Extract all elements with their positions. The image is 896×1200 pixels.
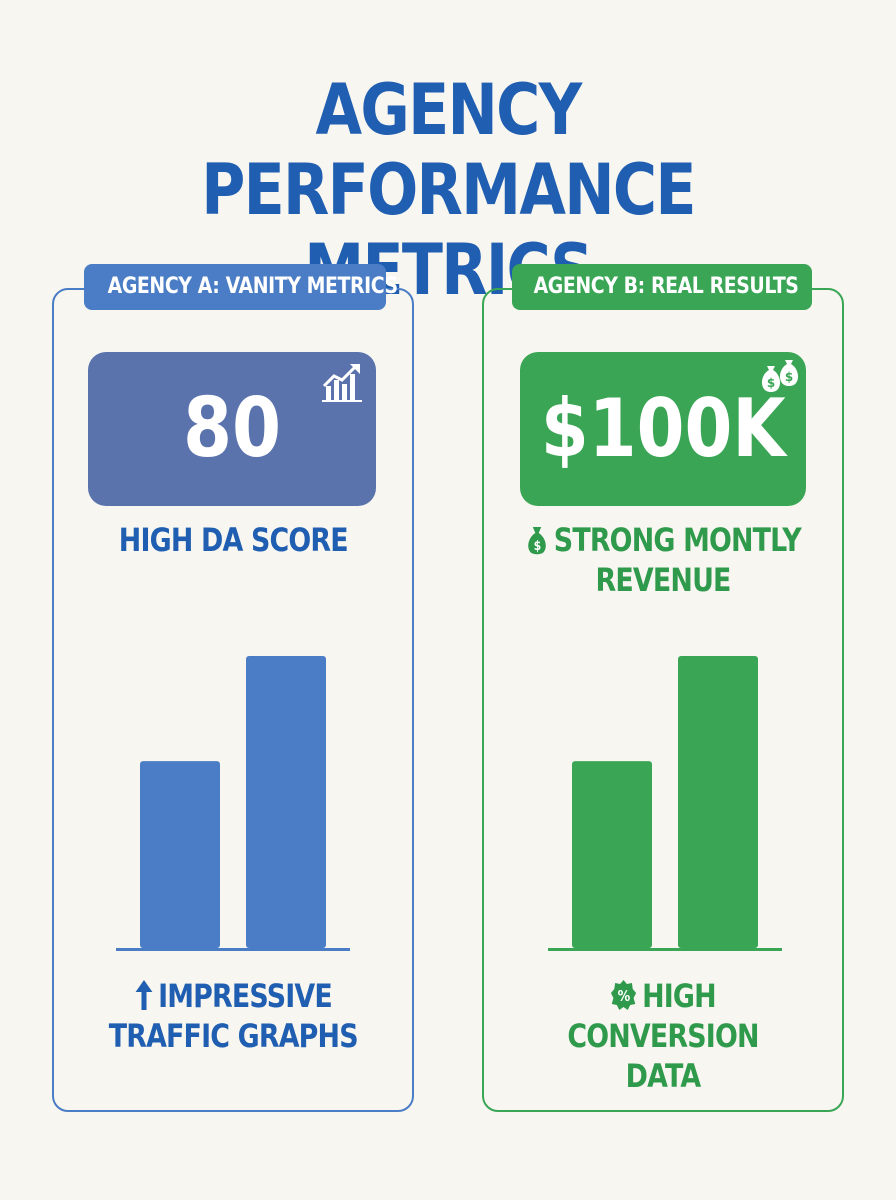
up-arrow-icon xyxy=(135,980,152,1010)
money-bag-icon: $ xyxy=(528,527,546,555)
agency-b-tag: AGENCY B: REAL RESULTS xyxy=(512,264,812,310)
agency-b-metric-box: $100K xyxy=(520,352,806,506)
agency-a-tag-label: AGENCY A: VANITY METRICS xyxy=(107,274,399,299)
agency-a-bottom-caption-line-2: TRAFFIC GRAPHS xyxy=(108,1017,358,1055)
agency-a-metric-box: 80 xyxy=(88,352,376,506)
agency-a-metric-caption-text: HIGH DA SCORE xyxy=(118,521,349,559)
agency-a-metric-caption: HIGH DA SCORE xyxy=(52,520,414,560)
agency-a-tag: AGENCY A: VANITY METRICS xyxy=(84,264,398,310)
agency-a-bar-1 xyxy=(140,761,220,948)
agency-b-tag-label: AGENCY B: REAL RESULTS xyxy=(533,274,799,299)
svg-text:$: $ xyxy=(767,376,775,390)
agency-b-bottom-caption: % HIGH CONVERSION DATA xyxy=(482,976,844,1096)
percent-badge-icon: % xyxy=(611,980,637,1010)
agency-a-bar-2 xyxy=(246,656,326,948)
agency-a-metric-value: 80 xyxy=(182,381,282,476)
growth-chart-icon xyxy=(322,364,362,402)
agency-b-metric-caption: $ STRONG MONTLY REVENUE xyxy=(482,520,844,600)
agency-b-metric-caption-line-1: STRONG MONTLY xyxy=(553,521,802,559)
agency-b-metric-caption-line-2: REVENUE xyxy=(595,561,731,599)
money-bags-icon: $ $ xyxy=(761,360,799,392)
agency-b-metric-value: $100K xyxy=(540,382,786,475)
agency-b-bottom-caption-line-1: HIGH CONVERSION xyxy=(567,977,759,1055)
agency-a-traffic-chart xyxy=(116,656,350,951)
agency-a-bottom-caption: IMPRESSIVE TRAFFIC GRAPHS xyxy=(52,976,414,1056)
agency-b-bar-2 xyxy=(678,656,758,948)
svg-text:$: $ xyxy=(785,370,793,384)
title-line-1: AGENCY PERFORMANCE xyxy=(201,69,696,231)
agency-a-bottom-caption-line-1: IMPRESSIVE xyxy=(157,977,333,1015)
agency-b-bottom-caption-line-2: DATA xyxy=(625,1057,702,1095)
svg-text:$: $ xyxy=(534,538,541,553)
svg-text:%: % xyxy=(618,988,631,1005)
agency-b-conversion-chart xyxy=(548,656,782,951)
agency-b-bar-1 xyxy=(572,761,652,948)
